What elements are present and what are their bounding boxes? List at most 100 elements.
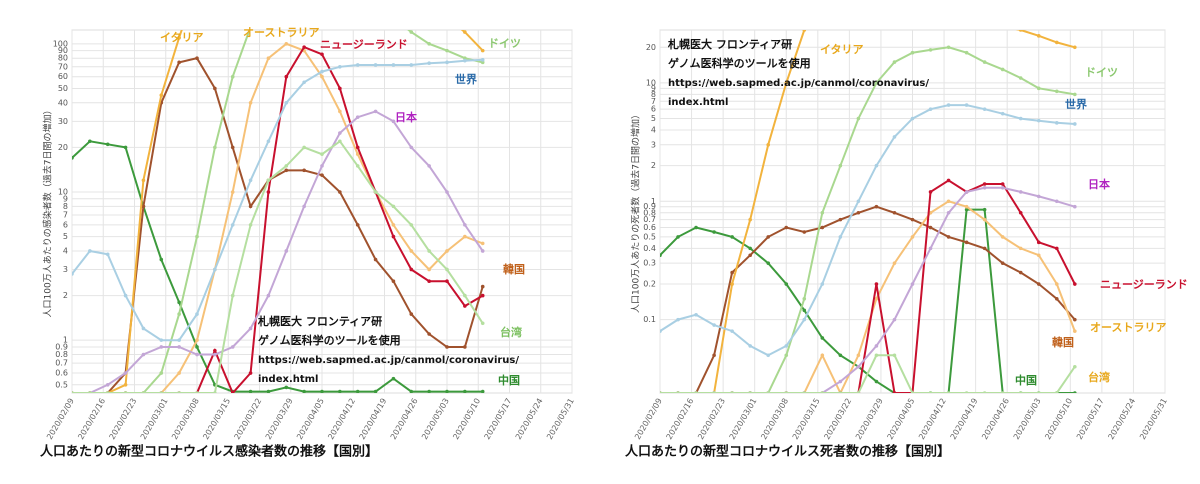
x-tick-label: 2020/03/01 xyxy=(139,397,170,441)
data-point xyxy=(320,164,324,168)
y-tick-label: 20 xyxy=(58,143,68,152)
x-tick-label: 2020/04/05 xyxy=(295,397,326,441)
data-point xyxy=(1036,282,1041,286)
data-point xyxy=(928,225,933,230)
data-point xyxy=(355,152,360,156)
data-point xyxy=(230,391,235,393)
data-point xyxy=(838,379,843,384)
data-point xyxy=(928,48,933,52)
x-tick-label: 2020/04/19 xyxy=(358,397,389,441)
y-tick-label: 80 xyxy=(58,54,68,63)
y-tick-label: 9 xyxy=(651,84,656,93)
data-point xyxy=(320,74,324,79)
data-point xyxy=(838,391,843,393)
data-point xyxy=(784,81,789,85)
data-point xyxy=(676,235,680,239)
data-point xyxy=(105,142,110,147)
data-point xyxy=(802,308,807,313)
data-point xyxy=(463,293,467,298)
data-point xyxy=(748,217,752,222)
annotation: index.html xyxy=(258,374,318,385)
data-point xyxy=(892,391,897,393)
data-point xyxy=(730,391,734,393)
data-point xyxy=(248,223,253,227)
data-point xyxy=(105,391,110,393)
data-point xyxy=(409,223,414,227)
data-point xyxy=(856,353,861,358)
data-point xyxy=(409,0,413,1)
data-point xyxy=(1000,67,1005,72)
y-tick-label: 1 xyxy=(63,336,68,345)
data-point xyxy=(213,352,217,357)
y-tick-label: 100 xyxy=(53,39,68,48)
data-point xyxy=(284,164,289,168)
series-line xyxy=(660,104,1075,357)
y-tick-label: 7 xyxy=(63,210,68,219)
data-point xyxy=(195,56,199,61)
data-point xyxy=(320,173,324,177)
data-point xyxy=(1018,76,1023,80)
data-point xyxy=(159,93,164,98)
data-point xyxy=(72,156,74,160)
data-point xyxy=(1018,190,1023,194)
data-point xyxy=(355,223,360,227)
data-point xyxy=(910,235,915,239)
data-point xyxy=(213,391,217,393)
data-point xyxy=(248,371,253,375)
data-point xyxy=(982,391,987,393)
y-tick-label: 40 xyxy=(58,98,68,107)
series-line xyxy=(72,110,484,393)
y-tick-label: 8 xyxy=(651,90,656,99)
data-point xyxy=(320,69,324,74)
data-point xyxy=(1073,204,1077,209)
x-tick-label: 2020/05/17 xyxy=(483,397,514,441)
x-tick-label: 2020/02/09 xyxy=(633,397,664,441)
series-label: 台湾 xyxy=(500,325,522,339)
data-point xyxy=(159,391,164,393)
data-point xyxy=(230,345,235,349)
data-point xyxy=(266,56,271,61)
data-point xyxy=(445,249,449,253)
annotation: https://web.sapmed.ac.jp/canmol/coronavi… xyxy=(258,355,519,366)
data-point xyxy=(748,344,752,348)
data-point xyxy=(1054,391,1059,393)
data-point xyxy=(820,210,825,215)
data-point xyxy=(802,30,807,32)
y-axis-label: 人口100万人あたりの感染者数（過去7日間の増加） xyxy=(42,106,54,318)
data-point xyxy=(1073,282,1077,286)
x-tick-label: 2020/04/12 xyxy=(326,397,357,441)
data-point xyxy=(766,235,771,239)
y-tick-label: 4 xyxy=(651,126,656,135)
data-point xyxy=(213,86,217,91)
data-point xyxy=(320,389,324,393)
data-point xyxy=(748,253,752,258)
data-point xyxy=(177,60,181,65)
data-point xyxy=(72,391,74,393)
data-point xyxy=(88,139,92,144)
data-point xyxy=(302,145,306,150)
y-tick-label: 6 xyxy=(651,105,656,114)
data-point xyxy=(409,312,414,316)
data-point xyxy=(141,352,146,357)
series-label: 韓国 xyxy=(1052,335,1074,349)
data-point xyxy=(248,204,253,209)
data-point xyxy=(195,391,199,393)
data-point xyxy=(266,389,271,393)
x-tick-label: 2020/05/03 xyxy=(1012,397,1043,441)
x-tick-label: 2020/05/10 xyxy=(1043,397,1074,441)
data-point xyxy=(964,103,969,107)
series-label: 台湾 xyxy=(1088,370,1110,384)
data-point xyxy=(159,371,164,375)
data-point xyxy=(892,60,897,64)
data-point xyxy=(748,391,752,393)
data-point xyxy=(427,61,431,66)
data-point xyxy=(982,182,987,186)
data-point xyxy=(445,267,449,272)
data-point xyxy=(480,293,485,298)
data-point xyxy=(694,225,698,230)
data-point xyxy=(838,163,843,168)
x-tick-label: 2020/04/19 xyxy=(949,397,980,441)
data-point xyxy=(766,353,771,358)
data-point xyxy=(409,249,414,253)
data-point xyxy=(320,52,324,57)
